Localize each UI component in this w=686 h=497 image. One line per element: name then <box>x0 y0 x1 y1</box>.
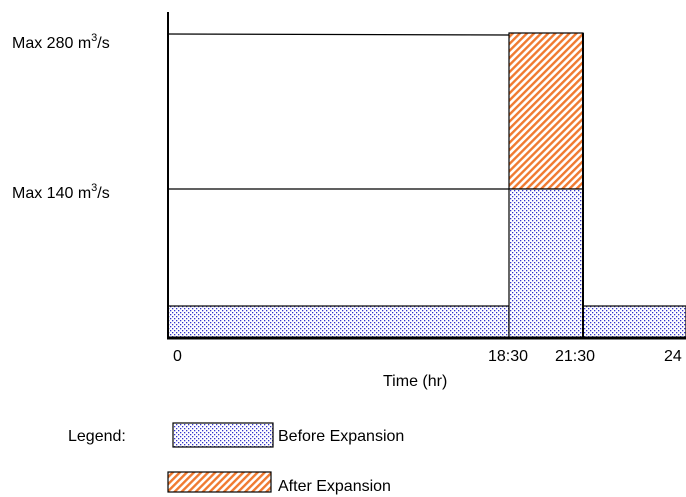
legend-after-swatch <box>167 471 272 493</box>
base-flow-bar-left <box>167 305 510 339</box>
legend-title: Legend: <box>68 428 126 445</box>
peak-before-expansion-block <box>508 188 584 339</box>
x-axis-label: Time (hr) <box>383 373 447 390</box>
y-label-max-140: Max 140 m3/s <box>12 182 110 202</box>
max-280-line <box>167 33 510 36</box>
x-tick-1830: 18:30 <box>488 348 528 365</box>
peak-after-expansion-block <box>508 32 584 190</box>
legend-before-label: Before Expansion <box>278 428 404 445</box>
y-label-max-280: Max 280 m3/s <box>12 32 110 52</box>
legend-after-label: After Expansion <box>278 478 391 495</box>
base-flow-bar-right <box>582 305 686 339</box>
x-tick-24: 24 <box>664 348 682 365</box>
x-tick-0: 0 <box>173 348 182 365</box>
x-tick-2130: 21:30 <box>555 348 595 365</box>
legend-before-swatch <box>172 422 274 448</box>
